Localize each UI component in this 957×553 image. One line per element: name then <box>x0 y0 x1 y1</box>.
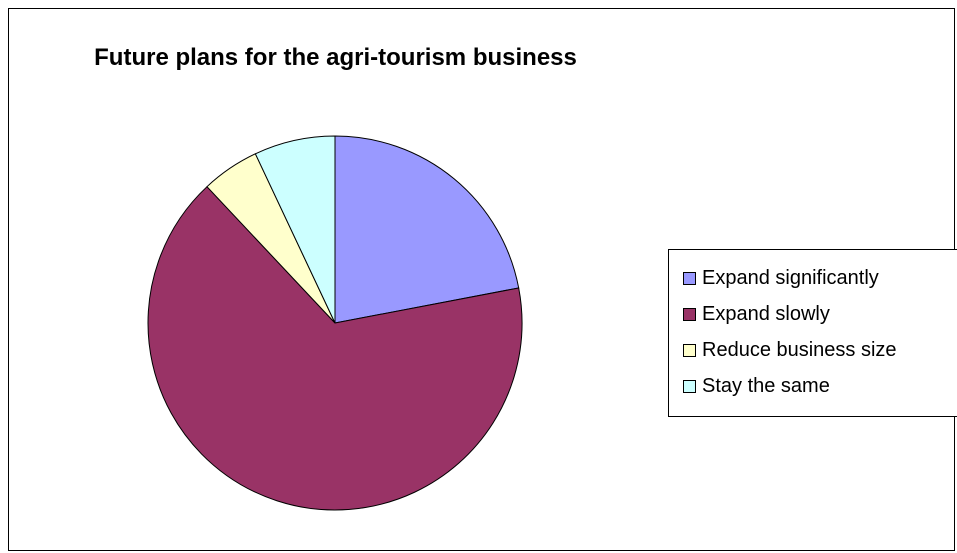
legend-label: Expand slowly <box>702 302 830 325</box>
pie-chart <box>147 135 523 511</box>
chart-title: Future plans for the agri-tourism busine… <box>94 44 577 71</box>
legend-swatch <box>683 343 696 357</box>
legend-label: Reduce business size <box>702 338 897 361</box>
legend-item: Expand slowly <box>669 296 957 332</box>
pie-slice-stay-the-same <box>254 135 336 324</box>
legend-item: Stay the same <box>669 368 957 404</box>
legend-swatch <box>683 271 696 285</box>
legend-label: Expand significantly <box>702 266 879 289</box>
pie-slice-expand-significantly <box>334 135 520 324</box>
legend-label: Stay the same <box>702 374 830 397</box>
legend-swatch <box>683 307 696 321</box>
chart-frame: Future plans for the agri-tourism busine… <box>8 8 957 551</box>
legend-item: Reduce business size <box>669 332 957 368</box>
legend-item: Expand significantly <box>669 260 957 296</box>
pie-slice-expand-slowly <box>147 185 523 511</box>
legend-swatch <box>683 379 696 393</box>
legend: Expand significantly Expand slowly Reduce … <box>668 249 957 417</box>
